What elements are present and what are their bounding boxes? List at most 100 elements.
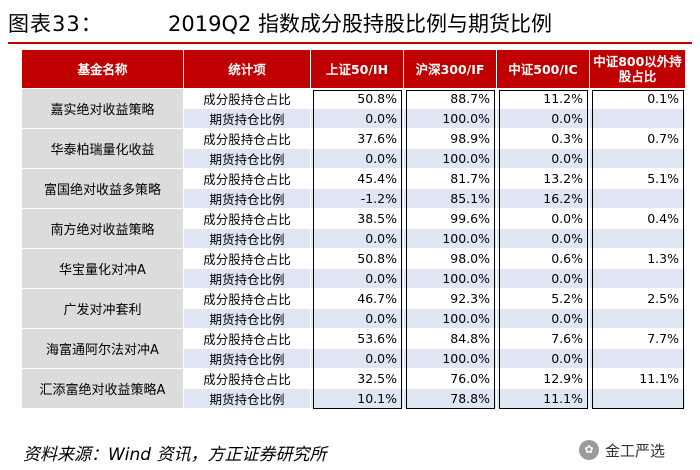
fund-name-cell: 广发对冲套利 (21, 288, 184, 329)
ex800-cell (589, 148, 686, 169)
ex800-cell (589, 228, 686, 249)
csi300-cell: 85.1% (403, 188, 497, 209)
table-row: 富国绝对收益多策略 成分股持仓占比 45.4% 81.7% 13.2% 5.1% (21, 168, 686, 209)
sse50-cell: 0.0% (310, 268, 404, 289)
csi300-cell: 88.7% (403, 88, 497, 109)
csi500-cell: 0.3% (496, 128, 590, 149)
table-row: 期货持仓比例 10.1% 78.8% 11.1% (22, 388, 686, 409)
csi300-cell: 100.0% (403, 108, 497, 129)
metric-cell: 成分股持仓占比 (183, 288, 311, 309)
table-body: 嘉实绝对收益策略 成分股持仓占比 50.8% 88.7% 11.2% 0.1% 期货持仓比例… (21, 88, 686, 409)
figure-title: 2019Q2 指数成分股持股比例与期货比例 (168, 12, 553, 36)
metric-cell: 期货持仓比例 (183, 148, 311, 169)
table-row: 汇添富绝对收益策略A 成分股持仓占比 32.5% 76.0% 12.9% 11.1% (21, 368, 686, 409)
figure-number: 图表33： (8, 12, 103, 36)
metric-cell: 期货持仓比例 (183, 388, 311, 409)
metric-cell: 成分股持仓占比 (183, 168, 311, 189)
metric-cell: 成分股持仓占比 (183, 368, 311, 389)
csi500-cell: 0.0% (496, 148, 590, 169)
header-fund-name: 基金名称 (21, 49, 184, 89)
ex800-cell (589, 268, 686, 289)
sse50-cell: -1.2% (310, 188, 404, 209)
sse50-cell: 46.7% (310, 288, 404, 309)
metric-cell: 期货持仓比例 (183, 308, 311, 329)
ex800-cell (589, 348, 686, 369)
sse50-cell: 0.0% (310, 308, 404, 329)
watermark-logo: ✿ 金工严选 (579, 437, 689, 463)
fund-name-cell: 汇添富绝对收益策略A (21, 368, 184, 409)
ex800-cell: 0.7% (589, 128, 686, 149)
sse50-cell: 37.6% (310, 128, 404, 149)
csi500-cell: 12.9% (496, 368, 590, 389)
csi300-cell: 92.3% (403, 288, 497, 309)
metric-cell: 期货持仓比例 (183, 188, 311, 209)
table-row: 华宝量化对冲A 成分股持仓占比 50.8% 98.0% 0.6% 1.3% (21, 248, 686, 289)
sse50-cell: 50.8% (310, 248, 404, 269)
csi300-cell: 81.7% (403, 168, 497, 189)
csi300-cell: 100.0% (403, 228, 497, 249)
metric-cell: 期货持仓比例 (183, 228, 311, 249)
fund-name-cell: 富国绝对收益多策略 (21, 168, 184, 209)
csi300-cell: 100.0% (403, 308, 497, 329)
csi500-cell: 0.0% (496, 348, 590, 369)
source-note: 资料来源：Wind 资讯，方正证券研究所 (23, 445, 327, 465)
metric-cell: 期货持仓比例 (183, 268, 311, 289)
csi300-cell: 100.0% (403, 348, 497, 369)
ex800-cell: 2.5% (589, 288, 686, 309)
fund-name-cell: 海富通阿尔法对冲A (21, 328, 184, 369)
csi300-cell: 76.0% (403, 368, 497, 389)
sse50-cell: 0.0% (310, 148, 404, 169)
csi500-cell: 0.0% (496, 308, 590, 329)
sse50-cell: 0.0% (310, 228, 404, 249)
table-row: 期货持仓比例 0.0% 100.0% 0.0% (22, 108, 686, 129)
table-row: 海富通阿尔法对冲A 成分股持仓占比 53.6% 84.8% 7.6% 7.7% (21, 328, 686, 369)
header-csi300: 沪深300/IF (403, 49, 497, 89)
csi300-cell: 98.0% (403, 248, 497, 269)
metric-cell: 期货持仓比例 (183, 348, 311, 369)
metric-cell: 成分股持仓占比 (183, 248, 311, 269)
sse50-cell: 38.5% (310, 208, 404, 229)
header-ex800: 中证800以外持股占比 (589, 49, 686, 89)
csi500-cell: 7.6% (496, 328, 590, 349)
watermark-text: 金工严选 (605, 442, 666, 460)
header-csi500: 中证500/IC (496, 49, 590, 89)
sse50-cell: 0.0% (310, 108, 404, 129)
table-row: 南方绝对收益策略 成分股持仓占比 38.5% 99.6% 0.0% 0.4% (21, 208, 686, 249)
csi300-cell: 99.6% (403, 208, 497, 229)
fund-name-cell: 南方绝对收益策略 (21, 208, 184, 249)
sse50-cell: 10.1% (310, 388, 404, 409)
table-row: 期货持仓比例 -1.2% 85.1% 16.2% (22, 188, 686, 209)
csi500-cell: 0.6% (496, 248, 590, 269)
metric-cell: 成分股持仓占比 (183, 88, 311, 109)
wechat-icon: ✿ (579, 440, 599, 460)
table-row: 嘉实绝对收益策略 成分股持仓占比 50.8% 88.7% 11.2% 0.1% (21, 88, 686, 129)
csi500-cell: 0.0% (496, 208, 590, 229)
table-row: 期货持仓比例 0.0% 100.0% 0.0% (22, 268, 686, 289)
header-sse50: 上证50/IH (310, 49, 404, 89)
metric-cell: 成分股持仓占比 (183, 208, 311, 229)
sse50-cell: 45.4% (310, 168, 404, 189)
ex800-cell: 0.4% (589, 208, 686, 229)
csi500-cell: 16.2% (496, 188, 590, 209)
csi500-cell: 0.0% (496, 268, 590, 289)
table-row: 华泰柏瑞量化收益 成分股持仓占比 37.6% 98.9% 0.3% 0.7% (21, 128, 686, 169)
metric-cell: 成分股持仓占比 (183, 128, 311, 149)
sse50-cell: 32.5% (310, 368, 404, 389)
csi500-cell: 0.0% (496, 228, 590, 249)
csi500-cell: 11.2% (496, 88, 590, 109)
metric-cell: 成分股持仓占比 (183, 328, 311, 349)
csi500-cell: 0.0% (496, 108, 590, 129)
table-row: 期货持仓比例 0.0% 100.0% 0.0% (22, 348, 686, 369)
csi500-cell: 13.2% (496, 168, 590, 189)
table-header-row: 基金名称 统计项 上证50/IH 沪深300/IF 中证500/IC 中证800… (21, 49, 686, 89)
fund-name-cell: 嘉实绝对收益策略 (21, 88, 184, 129)
ex800-cell (589, 108, 686, 129)
fund-name-cell: 华泰柏瑞量化收益 (21, 128, 184, 169)
ex800-cell: 11.1% (589, 368, 686, 389)
csi500-cell: 11.1% (496, 388, 590, 409)
sse50-cell: 53.6% (310, 328, 404, 349)
ex800-cell (589, 308, 686, 329)
table-row: 广发对冲套利 成分股持仓占比 46.7% 92.3% 5.2% 2.5% (21, 288, 686, 329)
csi300-cell: 78.8% (403, 388, 497, 409)
csi500-cell: 5.2% (496, 288, 590, 309)
